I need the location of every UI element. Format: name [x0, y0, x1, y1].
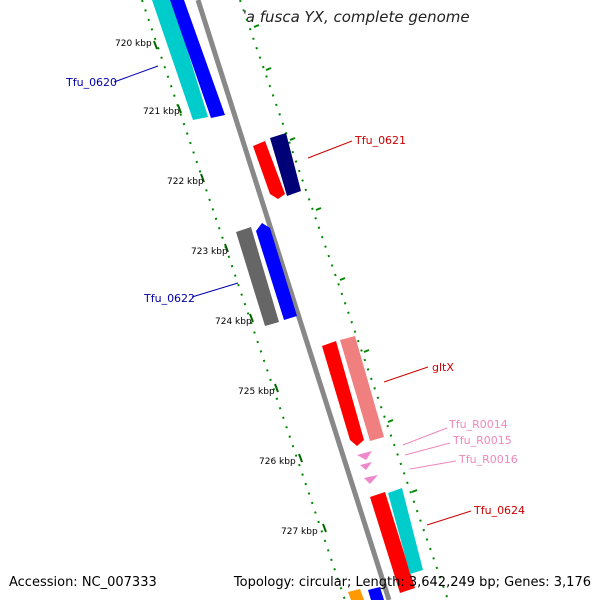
kbp-label: 721 kbp [143, 107, 180, 117]
feature-tfu-r0014[interactable] [357, 451, 372, 460]
label-tfu-0621[interactable]: Tfu_0621 [354, 134, 406, 147]
feature-tfu-r0016[interactable] [364, 475, 378, 484]
label-tfu-r0015[interactable]: Tfu_R0015 [452, 434, 512, 447]
label-tfu-0620[interactable]: Tfu_0620 [65, 76, 117, 89]
label-tfu-r0016[interactable]: Tfu_R0016 [458, 453, 518, 466]
outer-ticks [253, 24, 418, 493]
feature-cyan[interactable] [152, 0, 208, 120]
kbp-label: 724 kbp [215, 317, 252, 327]
genome-backbone [195, 0, 392, 600]
kbp-label: 723 kbp [191, 247, 228, 257]
feature-tfu-r0015[interactable] [360, 462, 372, 470]
feature-gltx-red[interactable] [322, 341, 364, 446]
kbp-label: 720 kbp [115, 39, 152, 49]
feature-tfu-0621-red[interactable] [253, 141, 285, 199]
feature-cyan-2[interactable] [388, 488, 423, 574]
feature-blue-bottom[interactable] [368, 587, 384, 600]
genome-summary-text: Topology: circular; Length: 3,642,249 bp… [233, 575, 591, 590]
label-tfu-0622[interactable]: Tfu_0622 [143, 292, 195, 305]
feature-orange[interactable] [348, 589, 364, 600]
label-gltx[interactable]: gltX [432, 361, 454, 374]
feature-tfu-0624-red[interactable] [370, 492, 415, 593]
feature-salmon[interactable] [340, 336, 384, 441]
feature-tfu-0622-blue[interactable] [256, 223, 297, 320]
gene-features [152, 0, 423, 600]
kbp-label: 727 kbp [281, 527, 318, 537]
kbp-ticks [153, 40, 327, 533]
accession-text: Accession: NC_007333 [9, 575, 157, 590]
label-tfu-0624[interactable]: Tfu_0624 [473, 504, 525, 517]
feature-blue[interactable] [170, 0, 225, 118]
feature-navy[interactable] [270, 133, 301, 196]
kbp-label: 725 kbp [238, 387, 275, 397]
feature-gray[interactable] [236, 227, 279, 326]
feature-labels: Tfu_0620 Tfu_0621 Tfu_0622 gltX Tfu_R001… [65, 65, 525, 526]
label-tfu-r0014[interactable]: Tfu_R0014 [448, 418, 508, 431]
kbp-label: 722 kbp [167, 177, 204, 187]
kbp-label: 726 kbp [259, 457, 296, 467]
